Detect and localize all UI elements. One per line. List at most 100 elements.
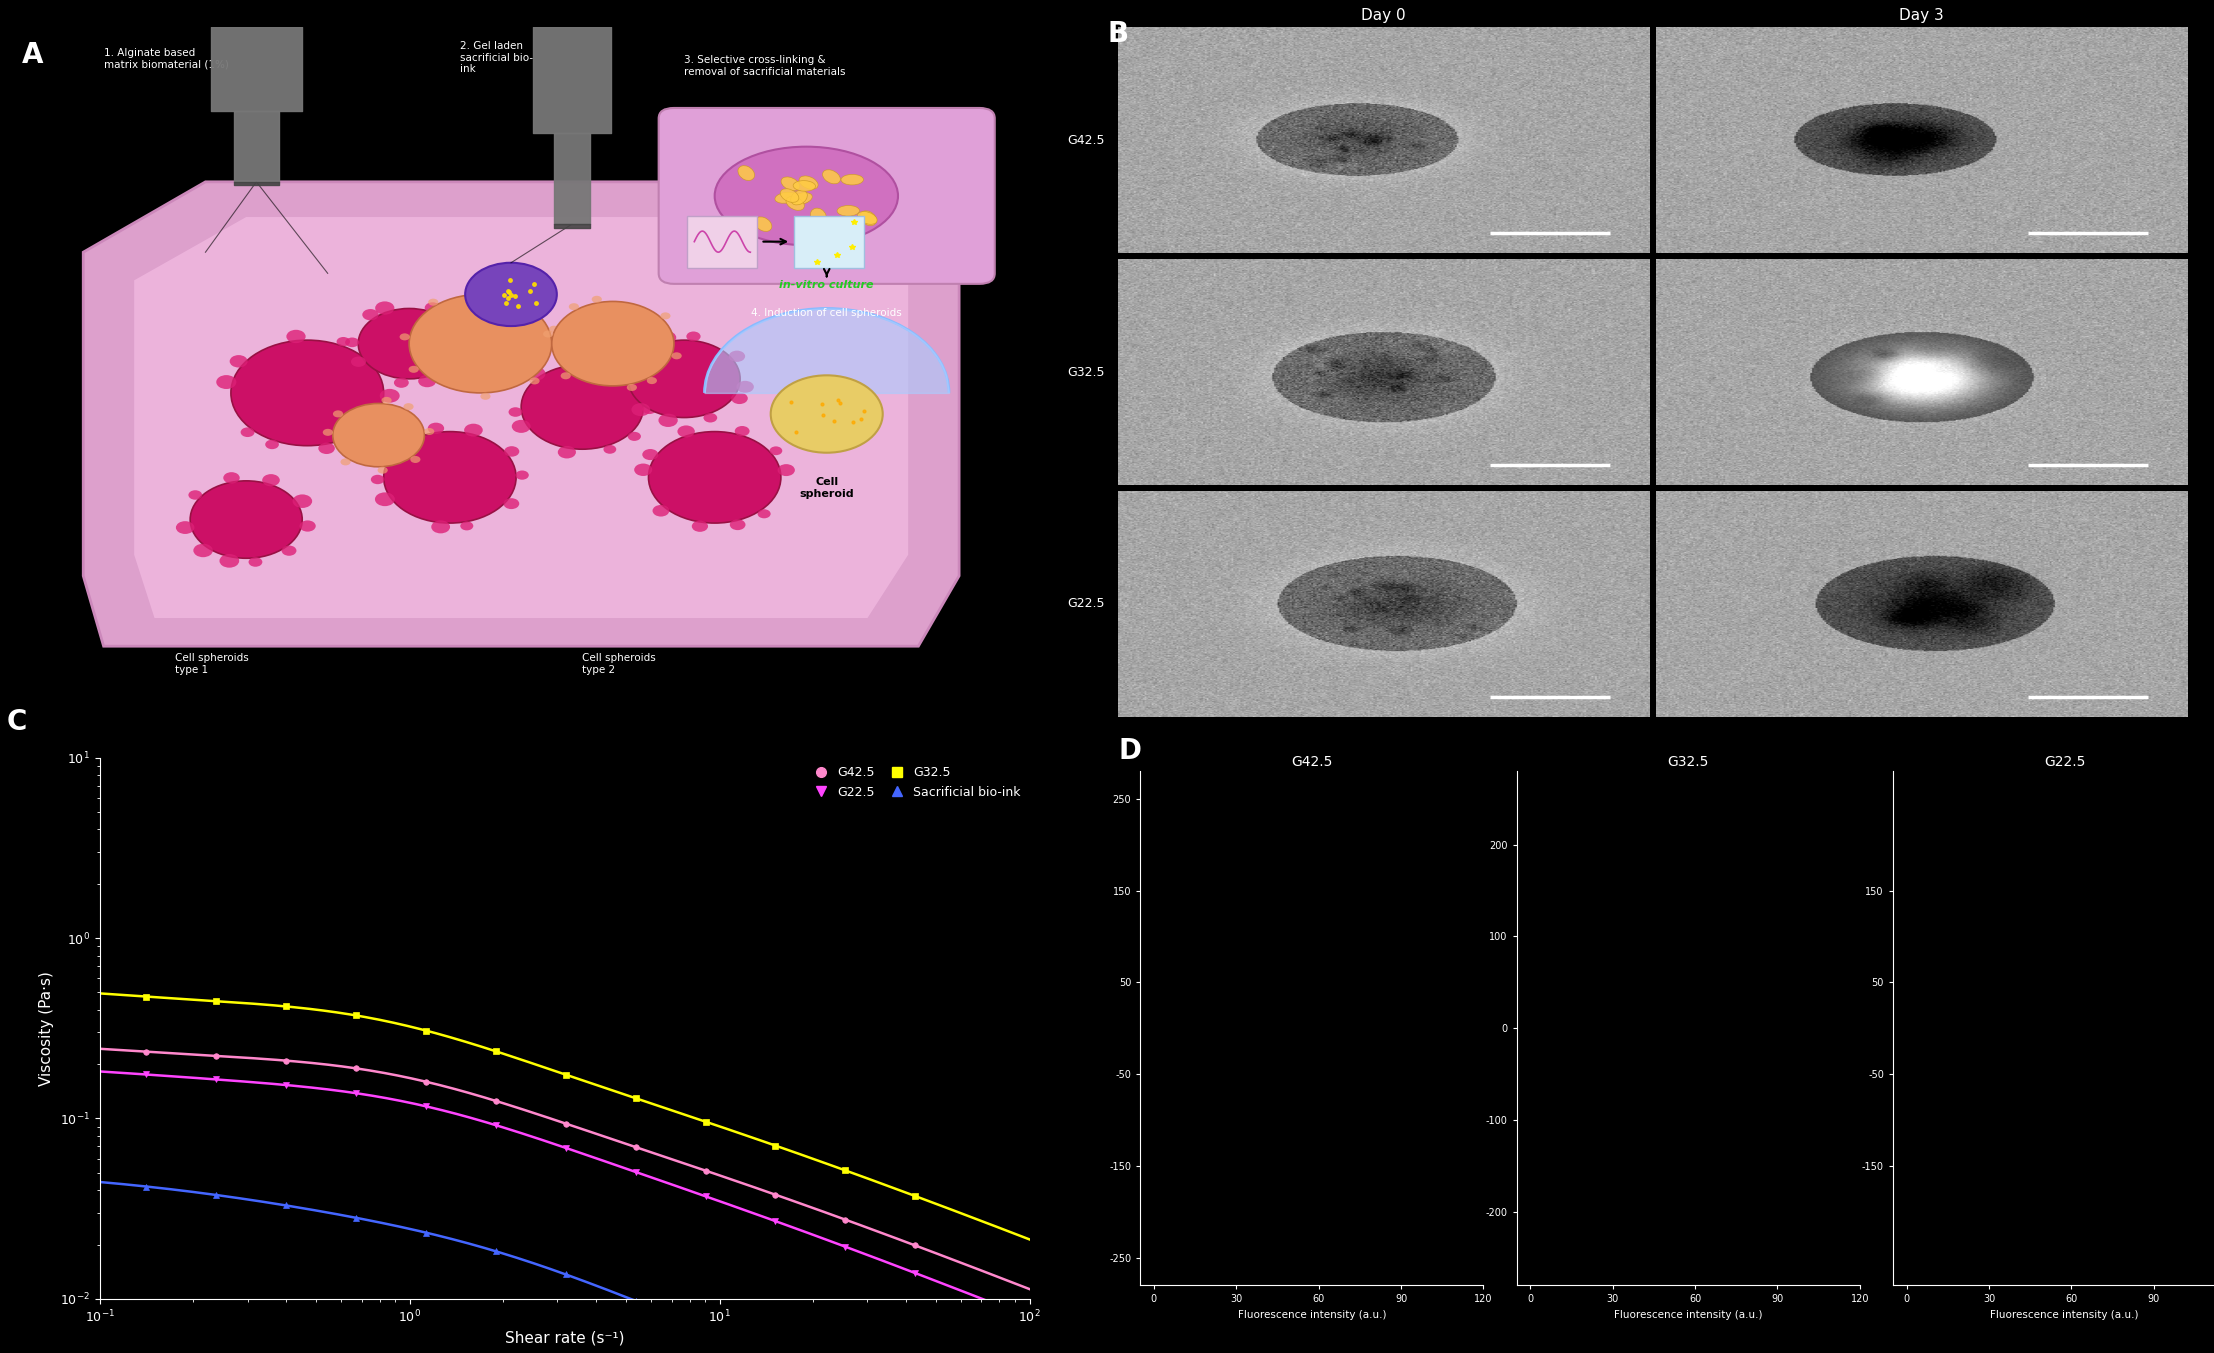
Circle shape	[615, 371, 629, 380]
Ellipse shape	[790, 192, 813, 204]
Circle shape	[188, 490, 201, 499]
Ellipse shape	[782, 177, 799, 191]
Circle shape	[359, 308, 461, 379]
Circle shape	[731, 392, 748, 405]
Circle shape	[370, 475, 385, 484]
Ellipse shape	[841, 175, 863, 185]
Text: in-vitro culture: in-vitro culture	[779, 280, 875, 291]
Circle shape	[345, 337, 359, 348]
Circle shape	[341, 459, 350, 465]
Circle shape	[241, 428, 255, 437]
Circle shape	[653, 505, 669, 517]
Circle shape	[399, 333, 410, 341]
Circle shape	[646, 377, 658, 384]
Circle shape	[456, 331, 476, 345]
Circle shape	[629, 340, 739, 418]
Circle shape	[529, 377, 540, 384]
Circle shape	[777, 464, 795, 476]
Circle shape	[509, 407, 523, 417]
Circle shape	[383, 432, 516, 524]
Circle shape	[403, 403, 414, 410]
Circle shape	[476, 287, 485, 295]
Circle shape	[410, 365, 418, 373]
Circle shape	[281, 545, 297, 556]
Circle shape	[319, 442, 334, 455]
Circle shape	[261, 474, 279, 486]
Circle shape	[292, 494, 312, 507]
Circle shape	[190, 480, 303, 559]
Ellipse shape	[779, 188, 799, 203]
Ellipse shape	[737, 165, 755, 180]
Circle shape	[365, 422, 381, 433]
X-axis label: Shear rate (s⁻¹): Shear rate (s⁻¹)	[505, 1331, 624, 1346]
Ellipse shape	[775, 192, 797, 203]
Circle shape	[562, 354, 580, 368]
Polygon shape	[84, 181, 959, 647]
Circle shape	[381, 396, 392, 405]
X-axis label: Fluorescence intensity (a.u.): Fluorescence intensity (a.u.)	[1238, 1310, 1386, 1321]
Circle shape	[230, 354, 248, 368]
Circle shape	[425, 428, 434, 436]
Text: 1. Alginate based
matrix biomaterial (1%): 1. Alginate based matrix biomaterial (1%…	[104, 49, 228, 70]
Circle shape	[219, 553, 239, 568]
Circle shape	[600, 359, 618, 369]
Circle shape	[332, 410, 343, 417]
Text: G22.5: G22.5	[1067, 598, 1105, 610]
Ellipse shape	[715, 146, 899, 245]
Y-axis label: Viscosity (Pa·s): Viscosity (Pa·s)	[40, 971, 55, 1085]
Polygon shape	[135, 216, 908, 618]
Circle shape	[560, 372, 571, 379]
Circle shape	[374, 492, 394, 506]
Circle shape	[536, 308, 547, 315]
Ellipse shape	[821, 169, 841, 184]
Title: G32.5: G32.5	[1667, 755, 1709, 769]
Text: Cell spheroids
type 1: Cell spheroids type 1	[175, 653, 248, 675]
Text: Day 3: Day 3	[1900, 8, 1944, 23]
Circle shape	[569, 303, 580, 310]
Circle shape	[525, 367, 545, 380]
Ellipse shape	[799, 176, 819, 189]
Ellipse shape	[786, 196, 804, 210]
Circle shape	[381, 388, 401, 403]
Ellipse shape	[837, 206, 859, 216]
Circle shape	[410, 295, 551, 392]
Title: G42.5: G42.5	[1291, 755, 1333, 769]
Text: B: B	[1107, 20, 1129, 49]
Circle shape	[542, 330, 554, 337]
Circle shape	[394, 377, 410, 388]
X-axis label: Fluorescence intensity (a.u.): Fluorescence intensity (a.u.)	[1614, 1310, 1762, 1321]
Circle shape	[660, 313, 671, 319]
Circle shape	[337, 337, 350, 346]
Circle shape	[551, 302, 673, 386]
Circle shape	[352, 357, 365, 367]
Circle shape	[624, 369, 638, 380]
Circle shape	[361, 349, 379, 361]
Circle shape	[503, 498, 520, 509]
Circle shape	[323, 429, 332, 436]
Text: 4. Induction of cell spheroids: 4. Induction of cell spheroids	[751, 308, 901, 318]
Circle shape	[631, 345, 644, 354]
Circle shape	[432, 521, 449, 533]
Circle shape	[224, 472, 239, 483]
Circle shape	[516, 471, 529, 480]
Circle shape	[627, 384, 638, 391]
Circle shape	[379, 467, 387, 474]
Text: A: A	[22, 41, 44, 69]
Text: 3. Selective cross-linking &
removal of sacrificial materials: 3. Selective cross-linking & removal of …	[684, 55, 846, 77]
Circle shape	[286, 330, 306, 344]
Circle shape	[686, 331, 700, 341]
Text: C: C	[7, 708, 27, 736]
Circle shape	[770, 375, 883, 453]
Text: G32.5: G32.5	[1067, 365, 1105, 379]
Circle shape	[418, 375, 436, 387]
Circle shape	[629, 432, 640, 441]
Circle shape	[443, 361, 463, 376]
Circle shape	[757, 509, 770, 518]
Circle shape	[671, 352, 682, 360]
Circle shape	[332, 403, 425, 467]
Text: Cell spheroids
type 2: Cell spheroids type 2	[582, 653, 655, 675]
Circle shape	[691, 521, 708, 532]
Ellipse shape	[857, 211, 877, 225]
Circle shape	[642, 405, 658, 414]
FancyBboxPatch shape	[686, 215, 757, 268]
